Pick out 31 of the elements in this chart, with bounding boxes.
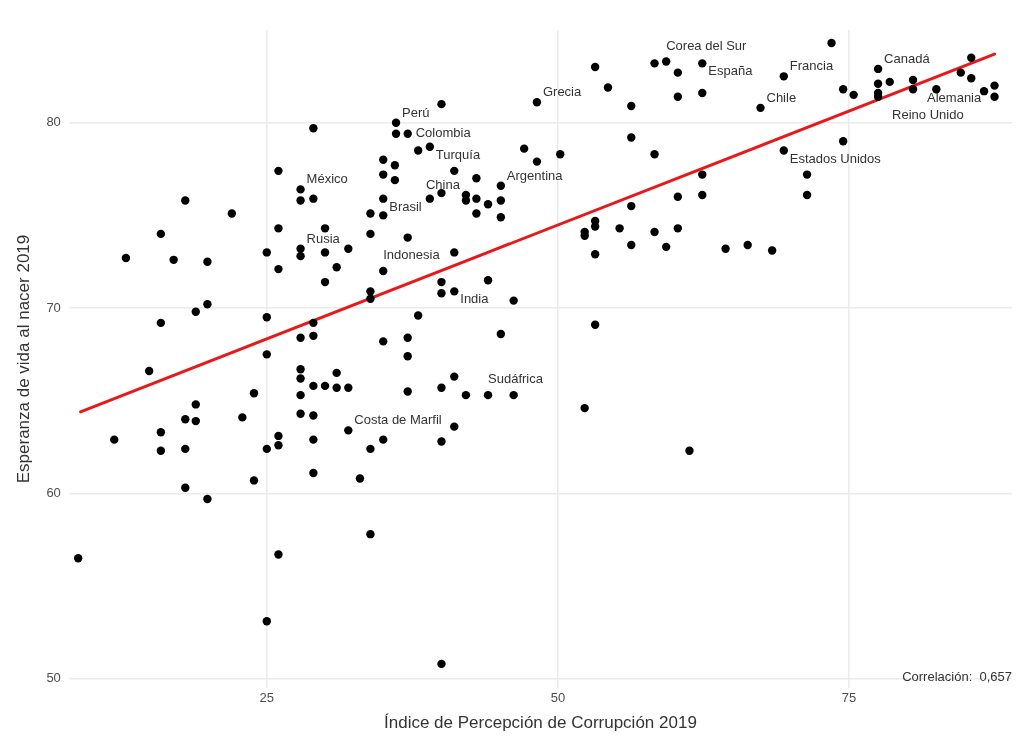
annotation: Chile	[766, 89, 797, 105]
annotation: Indonesia	[383, 247, 441, 263]
annotation: Grecia	[542, 84, 582, 100]
x-axis-title: Índice de Percepción de Corrupción 2019	[384, 713, 697, 733]
annotation: España	[708, 63, 754, 79]
annotation: Colombia	[415, 124, 472, 140]
y-tick-label: 60	[46, 484, 61, 500]
annotation: India	[460, 291, 490, 307]
annotation: Rusia	[306, 230, 341, 246]
annotation: Correlación: 0,657	[902, 669, 1012, 685]
annotation: Alemania	[927, 90, 982, 106]
annotation: Perú	[402, 104, 430, 120]
annotation: Estados Unidos	[789, 150, 882, 166]
annotation: México	[306, 171, 348, 187]
annotation: Corea del Sur	[666, 37, 748, 53]
annotation: Reino Unido	[892, 106, 964, 122]
y-tick-label: 50	[46, 670, 61, 686]
y-tick-label: 70	[46, 299, 61, 315]
x-tick-label: 50	[550, 690, 566, 706]
x-tick-label: 25	[259, 690, 275, 706]
annotation: China	[425, 177, 461, 193]
y-tick-label: 80	[46, 114, 61, 130]
annotation: Sudáfrica	[488, 371, 544, 387]
annotation: Turquía	[435, 146, 481, 162]
x-tick-label: 75	[841, 690, 857, 706]
y-axis-title: Esperanza de vida al nacer 2019	[13, 234, 33, 484]
annotation: Brasil	[389, 198, 422, 214]
annotation: Costa de Marfil	[354, 412, 442, 428]
annotation: Francia	[789, 58, 834, 74]
annotation: Argentina	[506, 167, 564, 183]
annotation: Canadá	[884, 51, 931, 66]
